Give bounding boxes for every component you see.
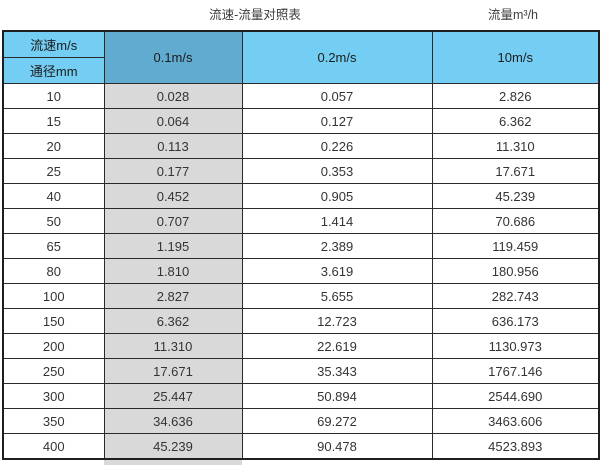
table-row: 50 0.707 1.414 70.686 <box>2 208 600 234</box>
flow-value-cell: 0.452 <box>103 183 243 209</box>
table-row: 250 17.671 35.343 1767.146 <box>2 358 600 384</box>
flow-rate-table: 流速m/s 0.1m/s 0.2m/s 10m/s 通径mm 10 0.028 0.… <box>2 30 600 460</box>
corner-header-velocity: 流速m/s <box>2 30 105 58</box>
flow-value-cell: 45.239 <box>431 183 600 209</box>
flow-value-cell: 6.362 <box>103 308 243 334</box>
flow-value-cell: 25.447 <box>103 383 243 409</box>
flow-value-cell: 4523.893 <box>431 433 600 460</box>
flow-value-cell: 90.478 <box>241 433 433 460</box>
flow-value-cell: 0.064 <box>103 108 243 134</box>
flow-value-cell: 6.362 <box>431 108 600 134</box>
flow-value-cell: 0.057 <box>241 83 433 109</box>
velocity-column-header-0-1: 0.1m/s <box>103 30 243 84</box>
diameter-cell: 300 <box>2 383 105 409</box>
flow-value-cell: 1.195 <box>103 233 243 259</box>
header-row-top: 流速m/s 0.1m/s 0.2m/s 10m/s <box>2 30 600 84</box>
diameter-cell: 200 <box>2 333 105 359</box>
diameter-cell: 20 <box>2 133 105 159</box>
flow-value-cell: 1.810 <box>103 258 243 284</box>
flow-value-cell: 1.414 <box>241 208 433 234</box>
diameter-cell: 40 <box>2 183 105 209</box>
table-row: 20 0.113 0.226 11.310 <box>2 133 600 159</box>
flow-value-cell: 0.905 <box>241 183 433 209</box>
flow-table-header: 流速m/s 0.1m/s 0.2m/s 10m/s 通径mm <box>2 30 600 84</box>
flow-value-cell: 0.353 <box>241 158 433 184</box>
table-row: 10 0.028 0.057 2.826 <box>2 83 600 109</box>
corner-header-diameter: 通径mm <box>2 57 105 84</box>
flow-value-cell: 2544.690 <box>431 383 600 409</box>
diameter-cell: 25 <box>2 158 105 184</box>
table-row: 65 1.195 2.389 119.459 <box>2 233 600 259</box>
flow-value-cell: 1767.146 <box>431 358 600 384</box>
flow-value-cell: 11.310 <box>431 133 600 159</box>
diameter-cell: 80 <box>2 258 105 284</box>
diameter-cell: 400 <box>2 433 105 460</box>
diameter-cell: 65 <box>2 233 105 259</box>
diameter-cell: 10 <box>2 83 105 109</box>
velocity-column-header-0-2: 0.2m/s <box>241 30 433 84</box>
flow-value-cell: 34.636 <box>103 408 243 434</box>
flow-value-cell: 0.113 <box>103 133 243 159</box>
flow-value-cell: 3.619 <box>241 258 433 284</box>
table-row: 200 11.310 22.619 1130.973 <box>2 333 600 359</box>
highlight-column-overflow <box>104 456 242 465</box>
flow-value-cell: 0.707 <box>103 208 243 234</box>
table-row: 100 2.827 5.655 282.743 <box>2 283 600 309</box>
flow-value-cell: 17.671 <box>431 158 600 184</box>
flow-value-cell: 50.894 <box>241 383 433 409</box>
flow-value-cell: 69.272 <box>241 408 433 434</box>
flow-value-cell: 22.619 <box>241 333 433 359</box>
table-row: 80 1.810 3.619 180.956 <box>2 258 600 284</box>
table-row: 300 25.447 50.894 2544.690 <box>2 383 600 409</box>
flow-value-cell: 17.671 <box>103 358 243 384</box>
flow-value-cell: 636.173 <box>431 308 600 334</box>
diameter-cell: 250 <box>2 358 105 384</box>
table-caption: 流速-流量对照表 <box>209 8 301 22</box>
diameter-cell: 100 <box>2 283 105 309</box>
velocity-column-header-10: 10m/s <box>431 30 600 84</box>
diameter-cell: 150 <box>2 308 105 334</box>
flow-unit-caption: 流量m³/h <box>487 8 539 22</box>
flow-value-cell: 119.459 <box>431 233 600 259</box>
flow-table-body: 10 0.028 0.057 2.826 15 0.064 0.127 6.362 20 0.11… <box>2 83 600 460</box>
table-row: 150 6.362 12.723 636.173 <box>2 308 600 334</box>
header-row-bottom: 通径mm <box>2 57 599 84</box>
flow-value-cell: 282.743 <box>431 283 600 309</box>
flow-value-cell: 0.177 <box>103 158 243 184</box>
diameter-cell: 350 <box>2 408 105 434</box>
table-row: 350 34.636 69.272 3463.606 <box>2 408 600 434</box>
flow-value-cell: 1130.973 <box>431 333 600 359</box>
flow-value-cell: 180.956 <box>431 258 600 284</box>
flow-value-cell: 0.226 <box>241 133 433 159</box>
flow-value-cell: 0.127 <box>241 108 433 134</box>
flow-value-cell: 45.239 <box>103 433 243 460</box>
flow-value-cell: 11.310 <box>103 333 243 359</box>
table-row: 400 45.239 90.478 4523.893 <box>2 433 600 460</box>
flow-value-cell: 3463.606 <box>431 408 600 434</box>
flow-value-cell: 5.655 <box>241 283 433 309</box>
flow-value-cell: 35.343 <box>241 358 433 384</box>
flow-value-cell: 2.389 <box>241 233 433 259</box>
flow-value-cell: 12.723 <box>241 308 433 334</box>
flow-value-cell: 0.028 <box>103 83 243 109</box>
flow-value-cell: 70.686 <box>431 208 600 234</box>
diameter-cell: 50 <box>2 208 105 234</box>
diameter-cell: 15 <box>2 108 105 134</box>
flow-value-cell: 2.826 <box>431 83 600 109</box>
table-row: 40 0.452 0.905 45.239 <box>2 183 600 209</box>
table-row: 25 0.177 0.353 17.671 <box>2 158 600 184</box>
table-row: 15 0.064 0.127 6.362 <box>2 108 600 134</box>
flow-value-cell: 2.827 <box>103 283 243 309</box>
